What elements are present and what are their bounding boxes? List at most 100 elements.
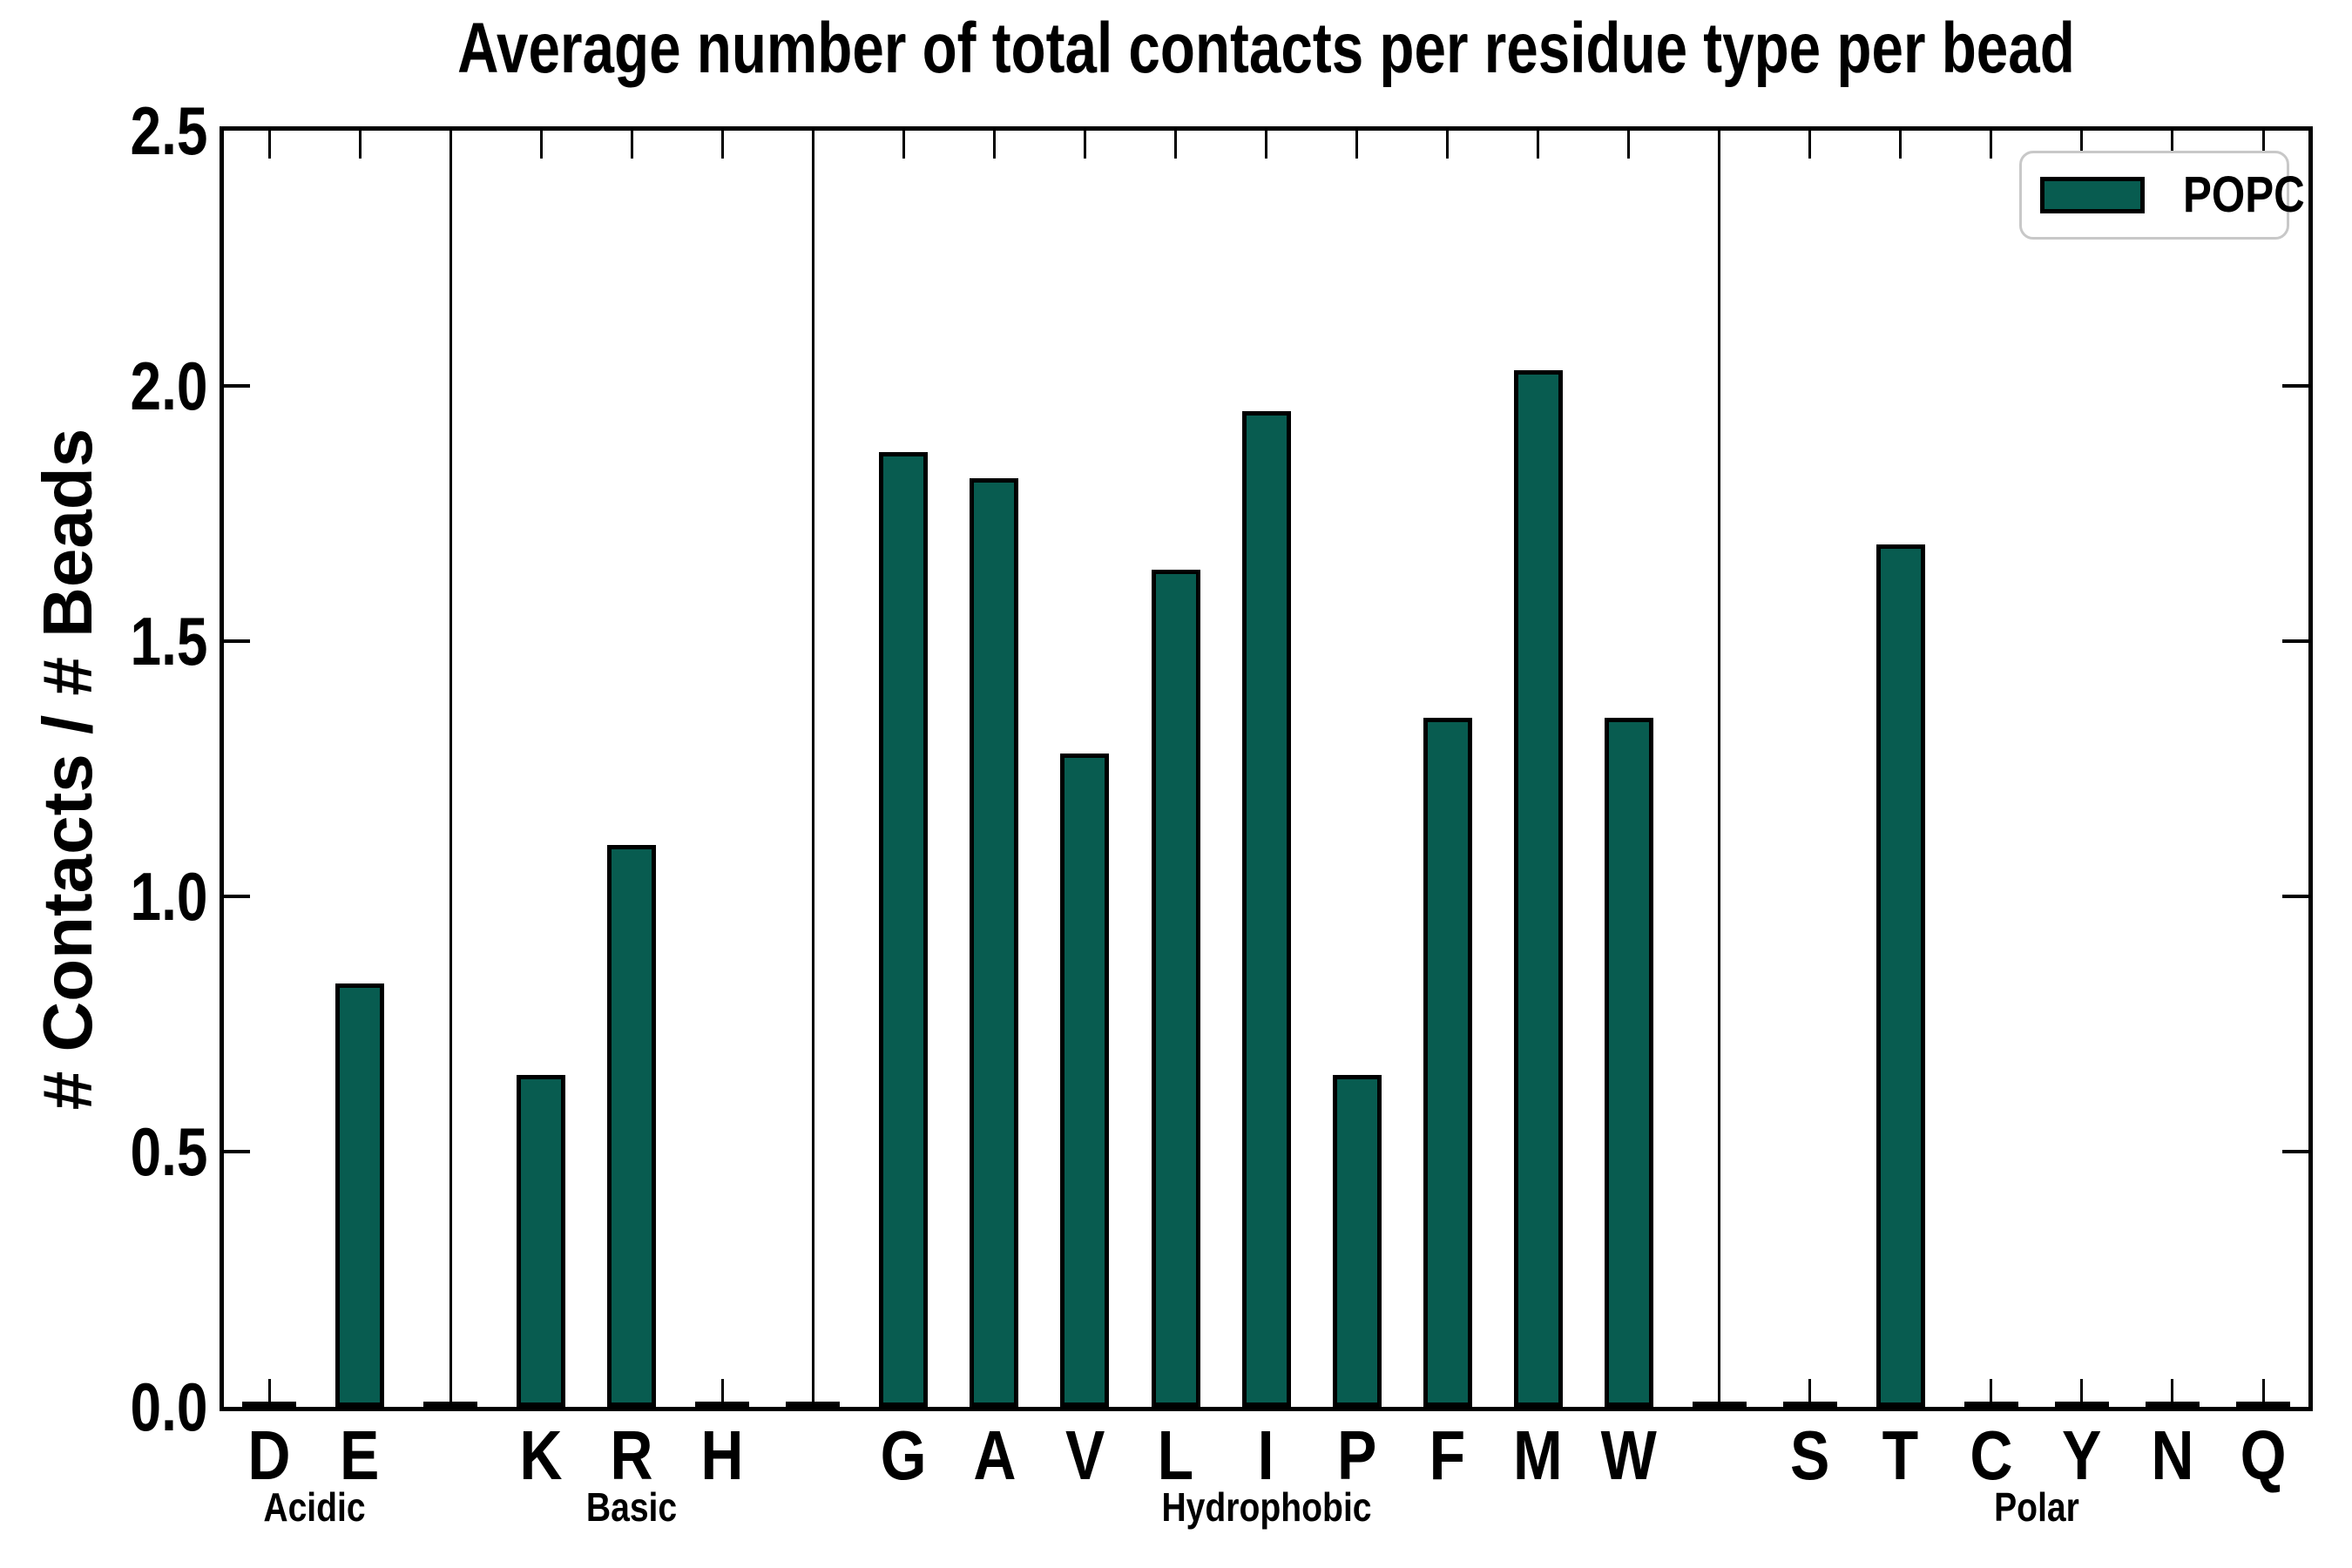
x-tick-label-text: E bbox=[340, 1416, 380, 1494]
bar-R bbox=[607, 845, 657, 1407]
x-tick-label-text: D bbox=[247, 1416, 291, 1494]
x-tick-top bbox=[1990, 131, 1993, 159]
y-tick-right bbox=[2282, 639, 2308, 643]
x-tick-label-text: R bbox=[610, 1416, 653, 1494]
x-tick-top bbox=[2261, 131, 2265, 159]
x-tick-label-Q: Q bbox=[2211, 1418, 2315, 1493]
legend-swatch-popc bbox=[2040, 177, 2145, 213]
y-tick-label-2.5: 2.5 bbox=[0, 92, 207, 169]
zero-value-bar-Y bbox=[2054, 1402, 2109, 1407]
zero-value-bar-C bbox=[1963, 1402, 2018, 1407]
x-tick-bottom bbox=[267, 1379, 271, 1407]
x-tick-label-H: H bbox=[670, 1418, 774, 1493]
x-tick-top bbox=[902, 131, 905, 159]
x-tick-label-text: F bbox=[1429, 1416, 1466, 1494]
x-tick-label-F: F bbox=[1396, 1418, 1500, 1493]
x-tick-top bbox=[992, 131, 996, 159]
x-tick-label-W: W bbox=[1577, 1418, 1681, 1493]
bar-T bbox=[1876, 544, 1925, 1407]
y-tick-label-0.0: 0.0 bbox=[0, 1369, 207, 1445]
y-tick-right bbox=[2282, 1150, 2308, 1153]
y-tick-left bbox=[224, 384, 250, 388]
x-tick-label-T: T bbox=[1848, 1418, 1953, 1493]
y-tick-label-text: 2.5 bbox=[130, 92, 207, 169]
zero-value-bar-D bbox=[242, 1402, 296, 1407]
x-tick-label-M: M bbox=[1486, 1418, 1591, 1493]
y-tick-label-text: 0.0 bbox=[130, 1369, 207, 1445]
bar-P bbox=[1332, 1075, 1382, 1407]
bar-K bbox=[517, 1075, 566, 1407]
x-tick-top bbox=[1083, 131, 1086, 159]
y-tick-right bbox=[2282, 384, 2308, 388]
y-tick-right bbox=[2282, 895, 2308, 898]
x-tick-label-text: P bbox=[1336, 1416, 1377, 1494]
y-tick-label-text: 1.0 bbox=[130, 858, 207, 935]
bar-G bbox=[879, 452, 929, 1407]
bar-E bbox=[335, 983, 385, 1407]
x-tick-label-R: R bbox=[579, 1418, 684, 1493]
x-tick-label-A: A bbox=[942, 1418, 1046, 1493]
zero-value-bar-Q bbox=[2236, 1402, 2290, 1407]
x-tick-label-L: L bbox=[1124, 1418, 1228, 1493]
group-label-text: Acidic bbox=[263, 1484, 366, 1530]
x-tick-label-text: M bbox=[1513, 1416, 1563, 1494]
bar-L bbox=[1151, 570, 1200, 1407]
y-tick-label-1.0: 1.0 bbox=[0, 858, 207, 935]
group-label-basic: Basic bbox=[578, 1483, 686, 1531]
bar-I bbox=[1241, 411, 1291, 1407]
x-tick-label-text: L bbox=[1157, 1416, 1194, 1494]
x-tick-top bbox=[1265, 131, 1267, 159]
x-tick-label-G: G bbox=[851, 1418, 956, 1493]
group-divider bbox=[1718, 131, 1721, 1407]
group-label-text: Polar bbox=[1993, 1484, 2079, 1530]
y-tick-label-text: 1.5 bbox=[130, 603, 207, 679]
x-tick-label-text: S bbox=[1790, 1416, 1830, 1494]
x-tick-label-text: A bbox=[972, 1416, 1016, 1494]
legend-label-text: POPC bbox=[2183, 166, 2305, 223]
x-tick-label-text: W bbox=[1600, 1416, 1657, 1494]
x-tick-label-C: C bbox=[1939, 1418, 2044, 1493]
x-tick-label-D: D bbox=[217, 1418, 321, 1493]
x-tick-top bbox=[1446, 131, 1450, 159]
x-tick-label-Y: Y bbox=[2030, 1418, 2134, 1493]
x-tick-top bbox=[1808, 131, 1812, 159]
x-tick-top bbox=[2171, 131, 2174, 159]
y-tick-label-0.5: 0.5 bbox=[0, 1113, 207, 1190]
group-label-polar: Polar bbox=[1986, 1483, 2086, 1531]
x-tick-label-text: I bbox=[1258, 1416, 1274, 1494]
zero-value-bar-N bbox=[2145, 1402, 2200, 1407]
x-tick-label-text: T bbox=[1882, 1416, 1919, 1494]
legend: POPC bbox=[2019, 151, 2305, 240]
bar-W bbox=[1604, 717, 1653, 1407]
x-tick-label-V: V bbox=[1032, 1418, 1137, 1493]
x-tick-label-text: H bbox=[700, 1416, 744, 1494]
x-tick-label-text: C bbox=[1970, 1416, 2013, 1494]
x-tick-bottom bbox=[2080, 1379, 2084, 1407]
x-tick-top bbox=[630, 131, 633, 159]
group-label-text: Hydrophobic bbox=[1160, 1484, 1372, 1530]
x-tick-label-K: K bbox=[489, 1418, 593, 1493]
x-tick-label-N: N bbox=[2120, 1418, 2225, 1493]
x-tick-label-text: V bbox=[1064, 1416, 1105, 1494]
y-tick-label-1.5: 1.5 bbox=[0, 603, 207, 679]
x-tick-bottom bbox=[1808, 1379, 1812, 1407]
x-tick-label-P: P bbox=[1305, 1418, 1409, 1493]
x-tick-bottom bbox=[2261, 1379, 2265, 1407]
y-tick-label-text: 2.0 bbox=[130, 348, 207, 424]
bar-M bbox=[1513, 370, 1563, 1407]
x-tick-bottom bbox=[1990, 1379, 1993, 1407]
group-divider bbox=[811, 131, 814, 1407]
x-tick-top bbox=[1174, 131, 1177, 159]
x-tick-label-S: S bbox=[1758, 1418, 1862, 1493]
bar-V bbox=[1060, 753, 1110, 1407]
group-divider bbox=[449, 131, 452, 1407]
x-tick-label-text: Q bbox=[2240, 1416, 2287, 1494]
zero-value-bar-H bbox=[695, 1402, 750, 1407]
x-tick-top bbox=[1355, 131, 1358, 159]
group-label-text: Basic bbox=[586, 1484, 678, 1530]
zero-value-bar bbox=[1692, 1402, 1747, 1407]
zero-value-bar bbox=[423, 1402, 478, 1407]
x-tick-top bbox=[1537, 131, 1540, 159]
x-tick-label-I: I bbox=[1214, 1418, 1319, 1493]
